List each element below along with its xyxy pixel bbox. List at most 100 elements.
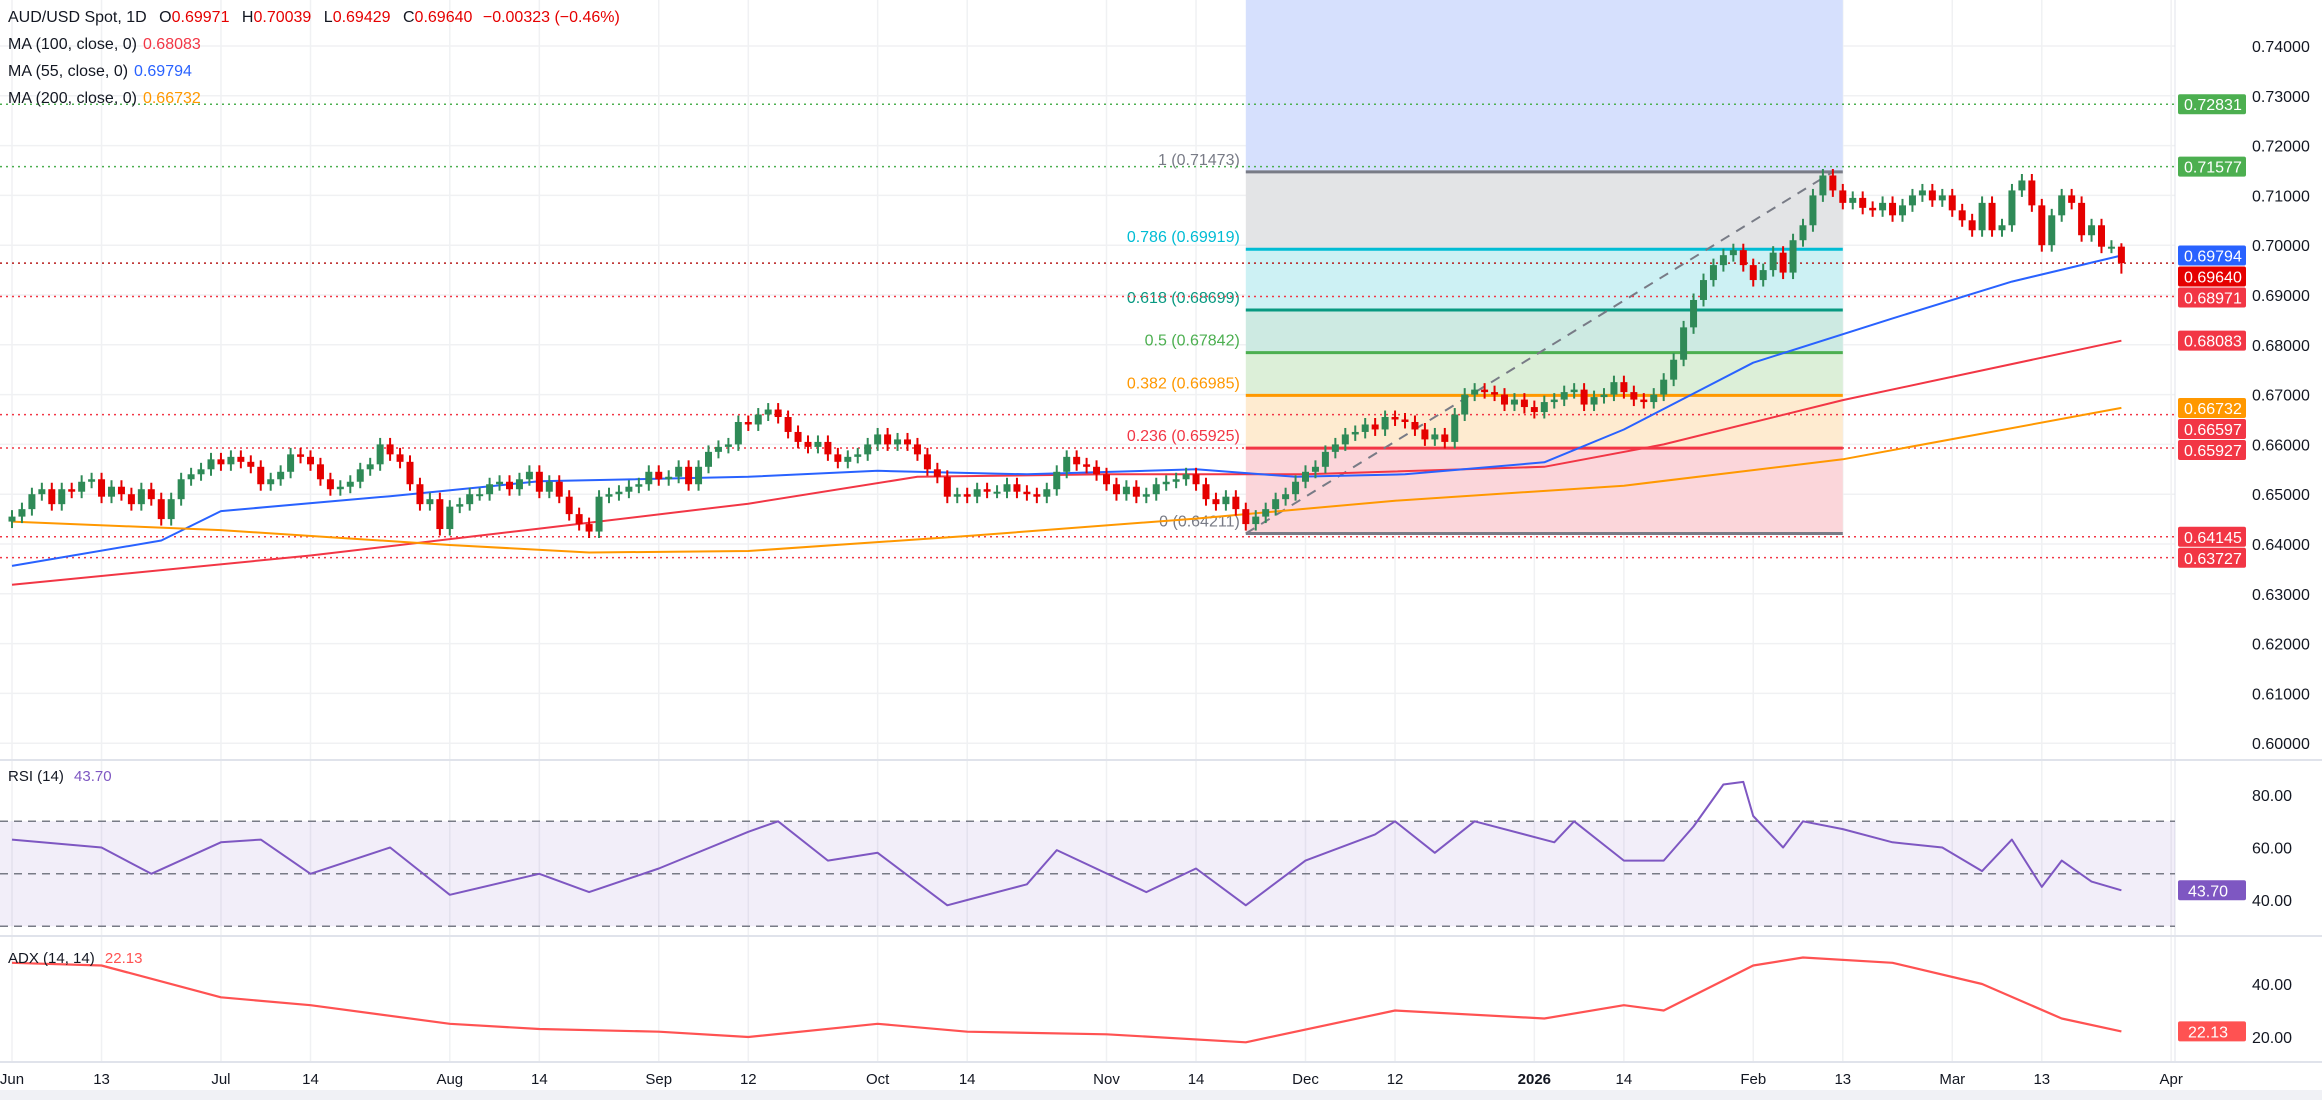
candle-body <box>48 489 56 505</box>
candle <box>1739 243 1747 272</box>
candle <box>1799 218 1807 247</box>
candle <box>545 475 553 499</box>
candle <box>1202 477 1210 506</box>
symbol-label[interactable]: AUD/USD Spot, 1D <box>8 9 147 26</box>
candle-body <box>416 484 424 505</box>
candle <box>1650 388 1658 409</box>
candle-body <box>1282 494 1290 500</box>
candle-body <box>217 459 225 465</box>
candle <box>714 440 722 459</box>
candle <box>1063 450 1071 479</box>
candle <box>804 435 812 454</box>
candle <box>177 472 185 506</box>
rsi-axis-tick: 80.00 <box>2252 788 2292 805</box>
candle <box>1630 385 1638 407</box>
candle-body <box>814 441 822 447</box>
candle-body <box>1978 202 1986 231</box>
candle <box>2008 183 2016 232</box>
candle-body <box>117 486 125 495</box>
rsi-axis-tick: 40.00 <box>2252 893 2292 910</box>
candle-body <box>1968 220 1976 231</box>
rsi-value: 43.70 <box>74 768 112 785</box>
candle-body <box>1172 479 1180 482</box>
candle <box>685 460 693 491</box>
candle <box>1311 460 1319 479</box>
candle-body <box>88 479 96 482</box>
candle <box>1262 502 1270 524</box>
candle <box>78 475 86 499</box>
candle-body <box>1869 207 1877 211</box>
price-tag: 0.64145 <box>2178 526 2246 547</box>
candle <box>1600 388 1608 404</box>
change-value: −0.00323 (−0.46%) <box>482 9 620 26</box>
candle <box>943 470 951 504</box>
candle-body <box>1152 484 1160 495</box>
ma100-label: MA (100, close, 0) <box>8 36 137 53</box>
candle-body <box>953 494 961 497</box>
candle <box>1491 385 1499 402</box>
candle-body <box>1510 399 1518 405</box>
candle-body <box>1650 394 1658 403</box>
ma55-row[interactable]: MA (55, close, 0) 0.69794 <box>8 58 620 85</box>
rsi-axis-tick: 60.00 <box>2252 841 2292 858</box>
candle <box>784 410 792 439</box>
candle-body <box>1620 382 1628 393</box>
candle-body <box>177 479 185 500</box>
ma200-row[interactable]: MA (200, close, 0) 0.66732 <box>8 85 620 112</box>
time-axis-tick: 14 <box>302 1071 319 1088</box>
adx-legend[interactable]: ADX (14, 14) 22.13 <box>8 950 142 967</box>
candle <box>1670 353 1678 387</box>
candle <box>874 427 882 451</box>
candle-body <box>1192 474 1200 485</box>
candle-body <box>68 489 76 492</box>
price-axis-tick: 0.72000 <box>2252 139 2310 156</box>
candle <box>1292 475 1300 501</box>
candle <box>1461 388 1469 421</box>
price-axis-tick: 0.63000 <box>2252 587 2310 604</box>
ma200-line <box>11 406 2122 554</box>
candle-body <box>2098 225 2105 247</box>
time-axis-tick: 13 <box>1834 1071 1851 1088</box>
candle-body <box>1053 471 1061 490</box>
ohlc-row: AUD/USD Spot, 1D O0.69971 H0.70039 L0.69… <box>8 4 620 31</box>
candle-body <box>1530 407 1538 413</box>
candle <box>864 437 872 461</box>
candle <box>1192 467 1200 491</box>
candle <box>983 482 991 499</box>
candle <box>953 487 961 504</box>
candle-body <box>1819 175 1827 196</box>
candle-body <box>1719 255 1727 266</box>
candle-body <box>1421 429 1429 440</box>
fib-highlight-zone <box>1245 0 1843 172</box>
candle-body <box>744 421 752 425</box>
candle <box>147 482 155 506</box>
candle-body <box>1073 456 1081 465</box>
candle-body <box>1700 280 1707 300</box>
candle <box>854 447 862 464</box>
candle-body <box>1411 421 1419 430</box>
candle <box>1938 188 1946 207</box>
candle-body <box>774 409 782 418</box>
bottom-strip <box>0 1090 2322 1100</box>
candle-body <box>1600 394 1608 398</box>
candle-body <box>595 496 603 532</box>
candle <box>913 437 921 461</box>
candle <box>346 475 354 494</box>
candle <box>625 480 633 499</box>
candle <box>316 457 324 486</box>
candle-body <box>167 499 175 520</box>
time-axis-tick: Apr <box>2159 1071 2182 1088</box>
candle-body <box>1441 434 1449 442</box>
candle <box>1471 383 1479 402</box>
ma100-row[interactable]: MA (100, close, 0) 0.68083 <box>8 31 620 58</box>
candle <box>1122 480 1130 501</box>
candle-body <box>963 494 971 497</box>
candle <box>665 470 673 486</box>
candle <box>486 477 494 501</box>
candle <box>904 432 911 451</box>
rsi-legend[interactable]: RSI (14) 43.70 <box>8 768 112 785</box>
candle-body <box>1361 424 1369 432</box>
candle <box>386 437 394 461</box>
candle <box>1829 169 1837 197</box>
